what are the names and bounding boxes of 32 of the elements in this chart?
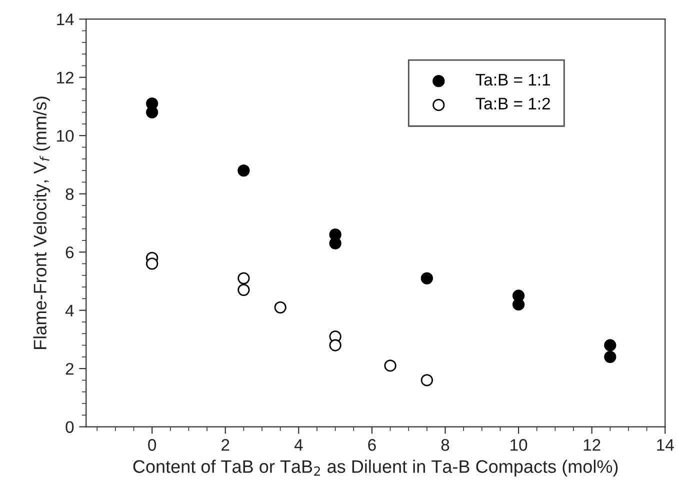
x-tick-label: 14: [657, 439, 674, 451]
point: [420, 272, 433, 284]
legend-label: Ta:B = 1:1: [476, 74, 550, 86]
y-tick-label: 8: [66, 188, 74, 200]
point: [420, 374, 433, 386]
y-tick-label: 4: [65, 304, 74, 316]
y-tick-label: 0: [66, 421, 74, 433]
point: [604, 339, 616, 352]
y-tick-label: 10: [57, 130, 74, 142]
x-axis-title: Content of TaB or TaB$_{2}$ as Diluent in Ta-B Compacts (mol%): [133, 460, 618, 477]
point: [329, 339, 342, 352]
x-tick-label: 6: [368, 439, 376, 451]
point: [238, 164, 250, 177]
x-tick-label: 12: [584, 439, 600, 451]
y-tick-label: 6: [66, 246, 74, 258]
point: [146, 258, 158, 270]
point: [146, 106, 158, 118]
x-tick-label: 10: [510, 439, 528, 451]
point: [274, 301, 286, 314]
legend-label: Ta:B = 1:2: [476, 98, 550, 110]
y-axis-title: Flame-Front Velocity, V$_{f}$ (mm/s): [33, 96, 50, 349]
point: [238, 284, 250, 296]
y-tick-label: 12: [57, 72, 74, 84]
x-tick-label: 8: [441, 439, 450, 451]
x-tick-label: 4: [294, 439, 303, 451]
x-tick-label: 2: [222, 439, 230, 451]
point: [238, 272, 250, 284]
point: [384, 360, 396, 372]
y-tick-label: 2: [66, 362, 74, 375]
point: [604, 350, 616, 363]
y-tick-label: 14: [57, 14, 74, 26]
x-tick-label: 0: [148, 439, 156, 451]
